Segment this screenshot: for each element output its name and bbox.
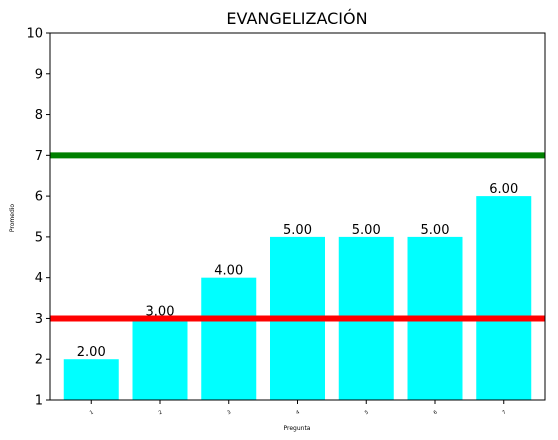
data-label: 5.00 — [421, 223, 450, 238]
data-label: 2.00 — [77, 345, 106, 360]
y-tick-label: 3 — [35, 312, 43, 327]
y-tick-label: 8 — [35, 108, 43, 123]
chart-title: EVANGELIZACIÓN — [226, 9, 367, 28]
x-tick-label: 6 — [433, 409, 439, 416]
y-tick-label: 4 — [35, 271, 43, 286]
data-label: 4.00 — [214, 264, 243, 279]
y-tick-label: 9 — [35, 67, 43, 82]
y-tick-label: 6 — [35, 190, 43, 205]
y-axis-label: Promedio — [9, 204, 16, 233]
x-tick-label: 2 — [158, 409, 164, 416]
y-tick-label: 5 — [35, 230, 43, 245]
x-tick-label: 4 — [295, 409, 301, 416]
bar — [64, 359, 119, 400]
data-label: 3.00 — [146, 304, 175, 319]
data-label: 5.00 — [283, 223, 312, 238]
data-label: 6.00 — [489, 182, 518, 197]
x-tick-label: 3 — [226, 409, 232, 416]
bar — [476, 196, 531, 400]
plot-area: 2.00 3.00 4.00 5.00 5.00 5.00 6.00 1 2 3 4 5 6 7 8 9 10 1… — [26, 27, 545, 417]
x-tick-label: 1 — [89, 409, 95, 416]
y-tick-label: 1 — [35, 394, 43, 409]
y-tick-label: 7 — [35, 149, 43, 164]
data-label: 5.00 — [352, 223, 381, 238]
bar — [201, 278, 256, 400]
y-tick-label: 10 — [26, 27, 43, 42]
y-tick-label: 2 — [35, 353, 43, 368]
x-axis-label: Pregunta — [284, 425, 311, 432]
x-tick-label: 5 — [364, 409, 370, 416]
bar — [133, 318, 188, 400]
x-tick-label: 7 — [501, 409, 507, 416]
